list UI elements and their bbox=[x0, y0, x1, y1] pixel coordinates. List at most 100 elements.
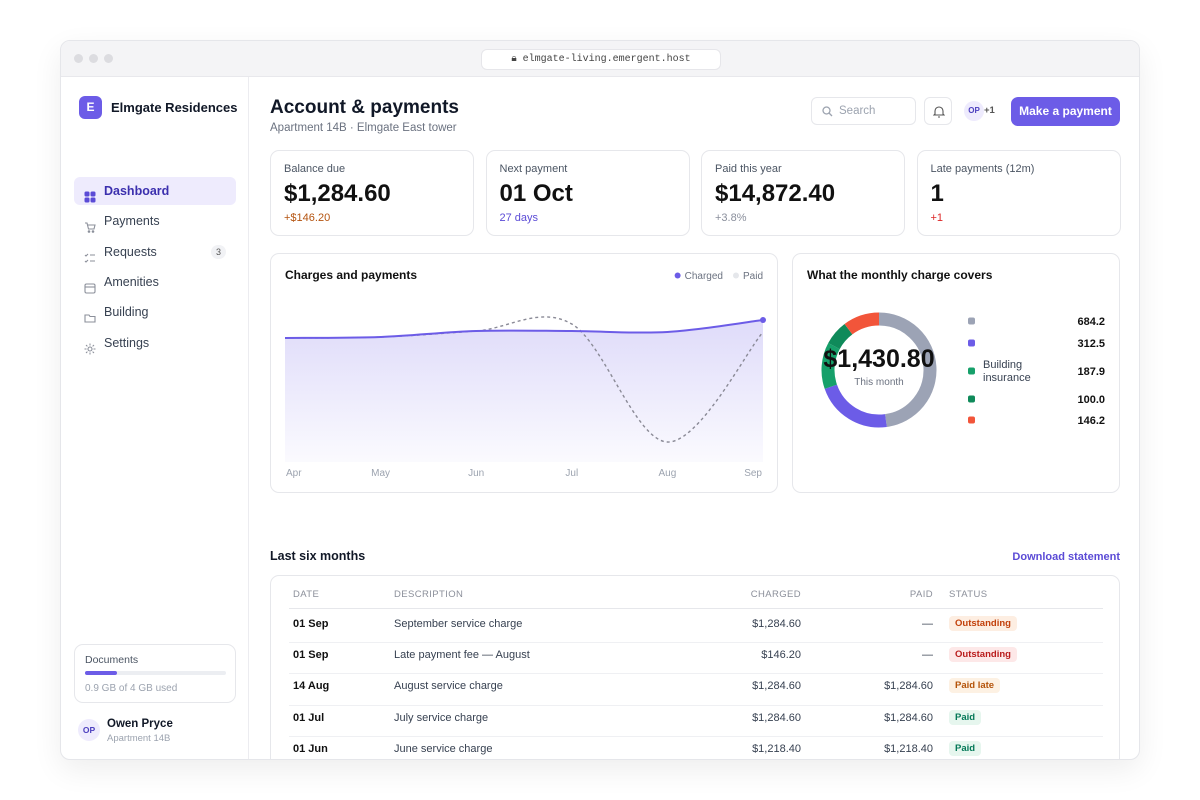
legend-value: 312.5 bbox=[1077, 338, 1105, 350]
cell: 01 Sep bbox=[293, 649, 329, 662]
cell: $1,218.40 bbox=[884, 742, 933, 755]
column-header: DATE bbox=[293, 589, 320, 600]
cell: 14 Aug bbox=[293, 680, 330, 693]
nav-label: Dashboard bbox=[104, 184, 170, 198]
user-name: Owen Pryce bbox=[107, 718, 173, 730]
stat-note: +$146.20 bbox=[284, 212, 331, 224]
cell: June service charge bbox=[394, 742, 493, 755]
window-dot bbox=[89, 54, 98, 63]
search-placeholder: Search bbox=[839, 105, 876, 117]
donut-segment bbox=[844, 312, 880, 335]
legend-swatch bbox=[968, 367, 975, 375]
legend-swatch bbox=[674, 272, 681, 279]
cell: July service charge bbox=[394, 711, 489, 724]
column-header: STATUS bbox=[949, 589, 988, 600]
line-chart: Charges and payments Paid Charged Apr May Jun… bbox=[284, 268, 766, 479]
browser-bar: 🔒︎ elmgate-living.emergent.host bbox=[61, 41, 1139, 77]
area bbox=[285, 320, 763, 462]
page-subtitle: Apartment 14B · Elmgate East tower bbox=[270, 122, 457, 134]
nav-item[interactable]: Dashboard bbox=[74, 177, 236, 205]
window-dot bbox=[74, 54, 83, 63]
cell: $1,284.60 bbox=[752, 618, 801, 630]
cell: — bbox=[922, 649, 933, 662]
status-badge: Paid bbox=[949, 709, 982, 725]
legend-swatch bbox=[968, 339, 975, 347]
storage-track bbox=[85, 671, 226, 675]
nav-item[interactable]: Amenities bbox=[74, 268, 236, 296]
nav-label: Settings bbox=[104, 335, 150, 350]
nav-item[interactable]: Settings bbox=[74, 329, 236, 357]
table-card: DATE DESCRIPTION CHARGED PAID STATUS 01 Sep Se… bbox=[270, 575, 1120, 759]
donut-segment bbox=[824, 384, 887, 428]
column-header: DESCRIPTION bbox=[394, 589, 464, 600]
cell: $1,284.60 bbox=[884, 711, 933, 724]
member-more[interactable]: +1 bbox=[984, 105, 995, 116]
table-title: Last six months bbox=[270, 549, 366, 563]
storage-title: Documents bbox=[85, 654, 139, 666]
nav-icon bbox=[84, 276, 96, 294]
stat-note: 27 days bbox=[499, 212, 539, 224]
divider bbox=[289, 673, 1103, 675]
page-title: Account & payments bbox=[270, 97, 459, 118]
search-box[interactable]: Search bbox=[811, 97, 916, 125]
notifications[interactable] bbox=[924, 97, 952, 125]
member-avatar[interactable]: OP bbox=[964, 101, 984, 121]
divider bbox=[289, 704, 1103, 706]
storage-label: 0.9 GB of 4 GB used bbox=[85, 683, 178, 694]
cell: 01 Sep bbox=[293, 618, 329, 630]
nav-item[interactable]: Requests 3 bbox=[74, 238, 236, 266]
sidebar: E Elmgate Residences Documents 0.9 GB of… bbox=[61, 77, 249, 759]
donut-card: What the monthly charge covers $1,430.80 T… bbox=[792, 253, 1120, 493]
column-header: CHARGED bbox=[750, 589, 801, 600]
url-bar[interactable]: 🔒︎ elmgate-living.emergent.host bbox=[481, 49, 721, 70]
nav-icon bbox=[84, 306, 96, 323]
storage-card: Documents 0.9 GB of 4 GB used bbox=[74, 644, 236, 703]
stat-label: Paid this year bbox=[715, 163, 782, 175]
legend-label: Building insurance bbox=[983, 359, 1031, 384]
nav-label: Requests bbox=[104, 244, 157, 259]
cell: Late payment fee — August bbox=[394, 649, 530, 662]
x-tick-label: Jul bbox=[565, 468, 578, 479]
icon bbox=[84, 253, 95, 263]
x-tick-label: May bbox=[371, 468, 390, 479]
stat-label: Late payments (12m) bbox=[930, 163, 1035, 175]
stat-value: $14,872.40 bbox=[715, 180, 836, 207]
legend-label: Charged bbox=[685, 271, 723, 282]
end-point bbox=[760, 317, 766, 323]
legend-value: 100.0 bbox=[1077, 394, 1105, 406]
download-link[interactable]: Download statement bbox=[1012, 551, 1120, 563]
legend-swatch bbox=[968, 416, 975, 424]
brand-logo: E bbox=[79, 96, 102, 119]
nav-item[interactable]: Payments bbox=[74, 207, 236, 235]
nav-icon bbox=[84, 215, 96, 234]
user-unit: Apartment 14B bbox=[107, 733, 171, 744]
cell: August service charge bbox=[394, 680, 503, 693]
nav-icon bbox=[84, 246, 96, 263]
legend-swatch bbox=[968, 395, 975, 403]
stat-card: Balance due $1,284.60 +$146.20 bbox=[270, 150, 474, 236]
donut-segment bbox=[828, 323, 853, 350]
donut-center-caption: This month bbox=[854, 377, 903, 388]
donut-center-value: $1,430.80 bbox=[823, 345, 934, 373]
nav-label: Building bbox=[104, 305, 149, 320]
cta-button[interactable]: Make a payment bbox=[1011, 97, 1120, 126]
url: elmgate-living.emergent.host bbox=[522, 54, 691, 65]
column-header: PAID bbox=[909, 589, 933, 600]
line bbox=[284, 319, 764, 339]
icon bbox=[85, 222, 96, 234]
stat-note: +3.8% bbox=[715, 212, 747, 224]
nav-label: Payments bbox=[104, 214, 160, 229]
icon bbox=[84, 343, 96, 354]
legend-value: 187.9 bbox=[1077, 366, 1105, 378]
search-icon bbox=[822, 106, 833, 117]
stat-note: +1 bbox=[930, 212, 944, 224]
stat-card: Next payment 01 Oct 27 days bbox=[485, 150, 690, 236]
icon bbox=[84, 283, 96, 294]
nav-label: Amenities bbox=[104, 274, 159, 289]
cell: $146.20 bbox=[761, 649, 801, 662]
nav-item[interactable]: Building bbox=[74, 298, 236, 326]
nav-icon bbox=[84, 185, 96, 203]
stat-value: 01 Oct bbox=[499, 180, 573, 207]
status-badge: Paid bbox=[949, 740, 982, 756]
divider bbox=[289, 608, 1103, 609]
